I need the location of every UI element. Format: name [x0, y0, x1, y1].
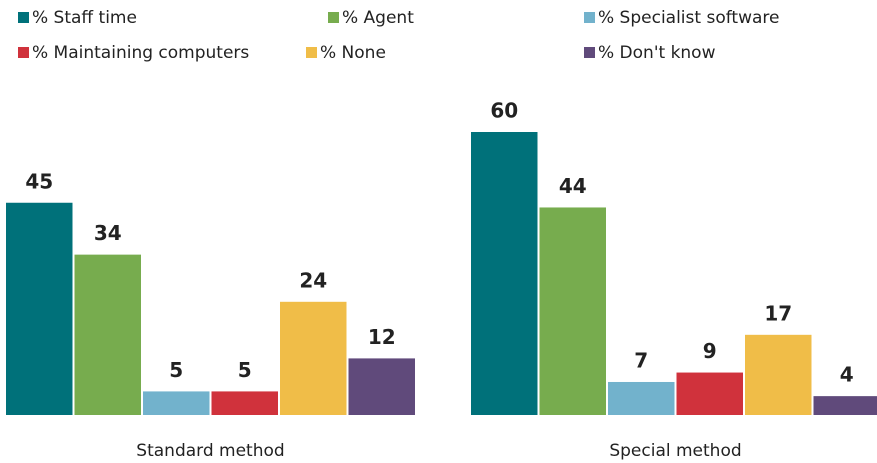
category-label: Special method: [609, 441, 741, 461]
value-label: 5: [169, 358, 183, 382]
bar: [745, 334, 812, 415]
bar: [813, 396, 877, 415]
bar: [143, 391, 210, 415]
value-label: 7: [634, 348, 648, 372]
bar: [280, 301, 347, 415]
value-label: 60: [490, 99, 518, 123]
bar: [539, 207, 606, 415]
legend-label: % Agent: [342, 8, 414, 28]
bar: [471, 132, 538, 415]
legend-label: % None: [320, 43, 386, 63]
value-label: 9: [703, 339, 717, 363]
bar: [348, 358, 415, 415]
legend-label: % Specialist software: [598, 8, 779, 28]
legend-label: % Don't know: [598, 43, 716, 63]
legend-label: % Staff time: [32, 8, 137, 28]
value-label: 5: [238, 358, 252, 382]
value-label: 24: [299, 268, 327, 292]
bar: [74, 254, 141, 415]
bar: [211, 391, 278, 415]
bar: [676, 372, 743, 415]
value-label: 17: [764, 301, 792, 325]
value-label: 12: [368, 325, 396, 349]
value-label: 34: [94, 221, 122, 245]
category-label: Standard method: [136, 441, 284, 461]
legend-swatch: [18, 12, 29, 23]
legend-swatch: [306, 47, 317, 58]
value-label: 44: [559, 174, 587, 198]
legend-swatch: [584, 12, 595, 23]
bar: [608, 381, 675, 415]
legend-swatch: [584, 47, 595, 58]
value-label: 45: [25, 169, 53, 193]
bar: [6, 202, 73, 415]
legend-swatch: [328, 12, 339, 23]
legend-label: % Maintaining computers: [32, 43, 249, 63]
legend-swatch: [18, 47, 29, 58]
value-label: 4: [840, 363, 854, 387]
